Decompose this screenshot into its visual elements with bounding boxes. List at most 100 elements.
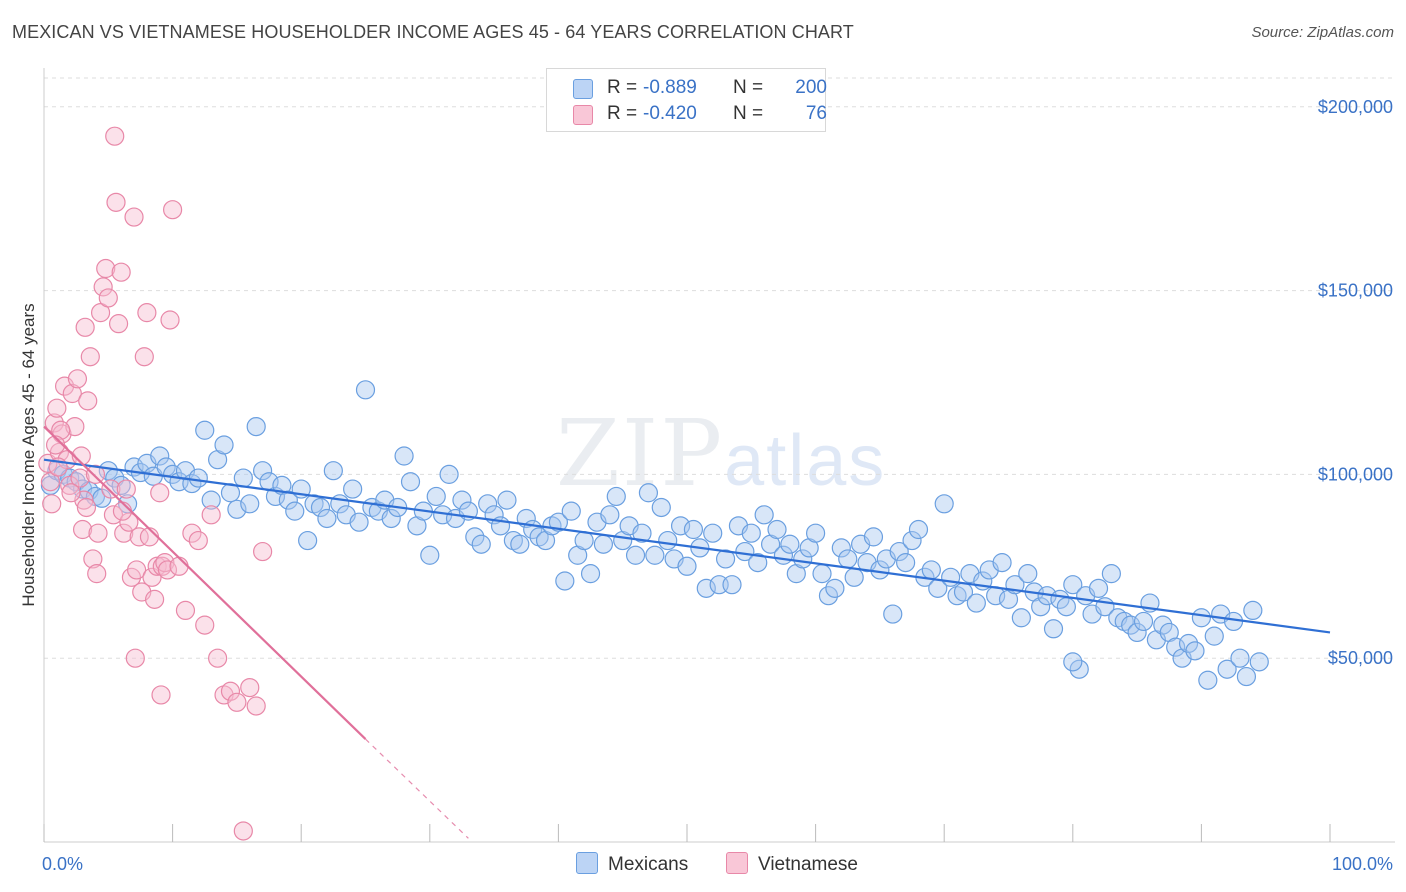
data-point <box>38 453 58 473</box>
data-point <box>304 494 324 514</box>
data-point <box>240 494 260 514</box>
data-point <box>670 516 691 536</box>
data-point <box>1185 641 1205 661</box>
data-point <box>240 677 260 698</box>
data-point <box>825 578 845 598</box>
data-point <box>105 126 125 146</box>
legend-r-label: R = <box>607 103 638 124</box>
data-point <box>285 501 305 521</box>
data-point <box>233 821 253 841</box>
data-points <box>38 126 1269 841</box>
legend-n-value: 76 <box>805 103 827 124</box>
y-tick-label: $150,000 <box>1318 281 1393 301</box>
data-point <box>703 523 723 543</box>
data-point <box>593 534 614 554</box>
data-point <box>1018 564 1038 584</box>
data-point <box>1249 652 1269 672</box>
x-tick-label-min: 0.0% <box>42 854 83 874</box>
trend-lines <box>43 425 1331 839</box>
grid-lines <box>44 77 1395 659</box>
data-point <box>381 508 401 529</box>
data-point <box>439 464 459 484</box>
source-label: Source: ZipAtlas.com <box>1251 24 1394 41</box>
data-point <box>941 567 961 587</box>
data-point <box>151 685 171 705</box>
data-point <box>220 681 241 701</box>
data-point <box>112 501 133 521</box>
data-point <box>625 545 646 565</box>
data-point <box>129 527 149 547</box>
data-point <box>1166 637 1186 657</box>
data-point <box>1056 597 1076 617</box>
data-point <box>902 530 922 551</box>
data-point <box>85 464 106 484</box>
data-point <box>87 564 107 584</box>
data-point <box>812 564 832 584</box>
legend-r-value: -0.889 <box>643 77 697 98</box>
data-point <box>169 556 189 576</box>
data-point <box>420 545 440 565</box>
data-point <box>1133 611 1154 632</box>
data-point <box>754 505 774 525</box>
data-point <box>645 545 665 565</box>
data-point <box>1043 619 1064 639</box>
data-point <box>78 391 98 411</box>
data-point <box>119 512 139 532</box>
data-point <box>394 446 414 466</box>
data-point <box>1191 608 1212 628</box>
data-point <box>253 541 273 562</box>
data-point <box>1127 622 1147 643</box>
data-point <box>163 200 183 220</box>
data-point <box>465 527 485 547</box>
data-point <box>278 490 298 510</box>
data-point <box>1230 648 1250 668</box>
data-point <box>503 530 523 551</box>
data-point <box>144 589 165 609</box>
data-point <box>1121 615 1141 635</box>
data-point <box>805 523 826 543</box>
trend-line <box>43 458 1331 634</box>
data-point <box>126 560 147 580</box>
data-point <box>70 468 90 488</box>
data-point <box>98 461 118 481</box>
data-point <box>1088 578 1109 598</box>
data-point <box>45 435 66 455</box>
data-point <box>51 420 71 440</box>
data-point <box>65 416 85 437</box>
legend-label-mexicans: Mexicans <box>608 854 689 875</box>
data-point <box>896 553 916 573</box>
data-point <box>741 523 761 543</box>
trend-line-extension <box>365 738 469 839</box>
data-point <box>780 534 800 554</box>
data-point <box>722 575 742 595</box>
watermark-atlas: atlas <box>724 421 887 501</box>
data-point <box>400 472 421 492</box>
data-point <box>1031 597 1051 617</box>
legend-swatch-vietnamese <box>573 105 593 125</box>
data-point <box>60 475 80 496</box>
y-tick-label: $200,000 <box>1318 97 1393 117</box>
data-point <box>478 494 498 514</box>
data-point <box>1011 608 1031 628</box>
data-point <box>60 468 80 488</box>
data-point <box>1063 652 1083 672</box>
data-point <box>529 527 549 547</box>
data-point <box>310 497 331 518</box>
legend-n-value: 200 <box>795 77 827 98</box>
watermark: ZIPatlas <box>556 400 886 507</box>
data-point <box>1236 666 1257 687</box>
data-point <box>1101 564 1121 584</box>
data-point <box>253 461 273 481</box>
data-point <box>195 420 215 440</box>
tick-labels: $200,000 $150,000 $100,000 $50,000 0.0% 100.0… <box>42 97 1393 874</box>
data-point <box>124 207 144 227</box>
data-point <box>632 523 652 543</box>
data-point <box>606 486 626 507</box>
data-point <box>767 519 787 540</box>
data-point <box>182 523 202 543</box>
legend-r-value: -0.420 <box>643 103 697 124</box>
data-point <box>195 615 215 635</box>
data-point <box>947 586 967 606</box>
data-point <box>748 553 768 573</box>
